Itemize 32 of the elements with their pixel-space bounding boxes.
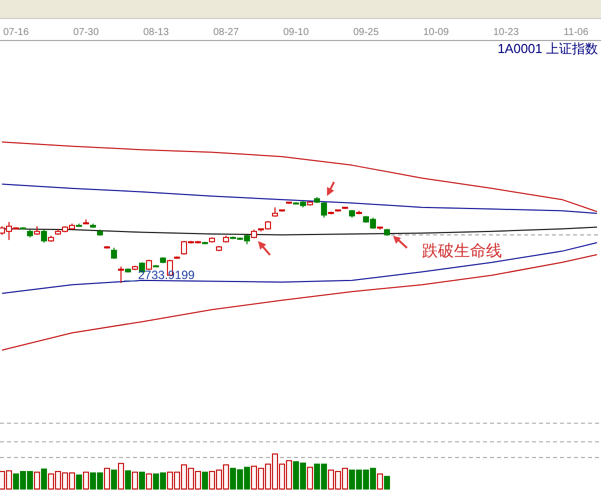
bar	[125, 470, 131, 490]
bar	[139, 472, 145, 490]
x-tick-label: 08-13	[143, 27, 170, 38]
candlestick	[118, 266, 124, 284]
x-tick-label: 08-27	[213, 27, 240, 38]
x-tick-label: 07-30	[73, 27, 100, 38]
bar	[111, 470, 117, 490]
bar	[146, 473, 152, 490]
bar	[384, 476, 390, 490]
bar	[104, 468, 110, 490]
bar	[41, 468, 47, 490]
bar	[34, 472, 40, 490]
candlestick	[111, 247, 117, 260]
bar	[307, 466, 313, 490]
x-tick-label: 11-06	[564, 27, 589, 38]
candlestick	[321, 202, 327, 218]
x-tick-label: 10-23	[493, 27, 520, 38]
chart-title: 1A0001 上证指数	[498, 41, 598, 56]
x-tick-label: 10-09	[423, 27, 450, 38]
candlestick	[41, 229, 47, 244]
annotation: 2733.9199	[138, 268, 196, 282]
candlestick	[272, 206, 278, 218]
x-tick-label: 09-10	[283, 27, 310, 38]
x-tick-label: 07-16	[3, 27, 30, 38]
bar	[76, 474, 82, 490]
bar	[377, 473, 383, 490]
bar	[83, 472, 89, 490]
bar	[202, 472, 208, 490]
annotation: 跌破生命线	[422, 242, 502, 260]
x-tick-label: 09-25	[353, 27, 380, 38]
bar	[132, 472, 138, 490]
bar	[118, 462, 124, 490]
